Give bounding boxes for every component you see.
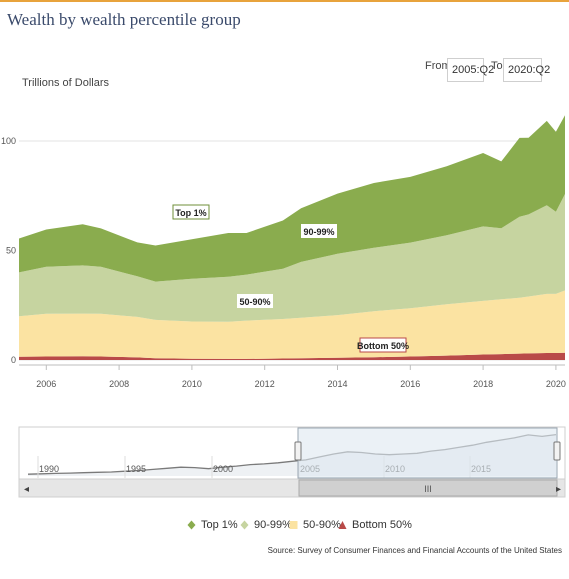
annotation-box-90-99pct	[301, 224, 337, 238]
y-tick-0: 0	[11, 355, 16, 365]
x-tick-2020: 2020	[546, 379, 566, 389]
area-50-90pct[interactable]	[19, 290, 565, 359]
legend-label-50-90pct: 50-90%	[303, 519, 341, 531]
navigator-tick-1990: 1990	[39, 464, 59, 474]
legend-label-bottom-50pct: Bottom 50%	[352, 519, 412, 531]
scrollbar-thumb[interactable]	[298, 479, 558, 497]
legend-label-top-1pct: Top 1%	[201, 519, 238, 531]
legend-item-top-1pct[interactable]: Top 1%	[187, 519, 238, 531]
x-tick-2018: 2018	[473, 379, 493, 389]
annotation-top-1pct: Top 1%	[175, 208, 206, 218]
annotation-bottom-50pct: Bottom 50%	[357, 341, 409, 351]
from-label: From	[425, 60, 451, 72]
y-tick-50: 50	[6, 246, 16, 256]
range-navigator[interactable]: 199019952000200520102015 III ◂ ▸	[0, 420, 569, 500]
navigator-selection[interactable]	[297, 427, 558, 479]
area-top-1pct[interactable]	[19, 115, 565, 282]
annotation-50-90pct: 50-90%	[239, 297, 270, 307]
annotation-box-top-1pct	[172, 204, 210, 220]
area-90-99pct[interactable]	[19, 194, 565, 322]
x-tick-2012: 2012	[255, 379, 275, 389]
source-note: Source: Survey of Consumer Finances and …	[267, 546, 562, 555]
chart-title: Wealth by wealth percentile group	[7, 10, 241, 29]
scroll-right-arrow[interactable]: ▸	[556, 484, 561, 495]
y-tick-labels: 0 50 100	[1, 136, 16, 365]
x-tick-labels: 2006 2008 2010 2012 2014 2016 2018 2020	[36, 365, 566, 389]
legend-label-90-99pct: 90-99%	[254, 519, 292, 531]
legend-item-bottom-50pct[interactable]: Bottom 50%	[338, 519, 412, 531]
annotation-box-bottom-50pct	[359, 337, 407, 353]
x-tick-2008: 2008	[109, 379, 129, 389]
navigator-right-handle[interactable]	[553, 441, 561, 461]
legend-item-90-99pct[interactable]: 90-99%	[240, 519, 292, 531]
y-tick-100: 100	[1, 136, 16, 146]
scrollbar-grip: III	[424, 484, 432, 494]
legend-swatch-bottom-50pct	[338, 521, 347, 529]
chart-legend: Top 1% 90-99% 50-90% Bottom 50%	[0, 519, 569, 537]
to-date-input[interactable]: 2020:Q2	[503, 58, 550, 82]
y-axis-label: Trillions of Dollars	[22, 77, 110, 89]
scroll-left-arrow[interactable]: ◂	[24, 484, 29, 495]
annotation-box-50-90pct	[237, 294, 273, 308]
x-tick-2016: 2016	[400, 379, 420, 389]
navigator-tick-2000: 2000	[213, 464, 233, 474]
annotation-90-99pct: 90-99%	[303, 227, 334, 237]
series-annotations: Top 1% 90-99% 50-90% Bottom 50%	[172, 204, 409, 353]
legend-swatch-50-90pct	[289, 521, 298, 529]
legend-item-50-90pct[interactable]: 50-90%	[289, 519, 341, 531]
to-label: To	[491, 60, 503, 72]
from-date-input[interactable]: 2005:Q2	[447, 58, 494, 82]
navigator-tick-1995: 1995	[126, 464, 146, 474]
legend-swatch-90-99pct	[240, 520, 249, 530]
x-tick-2006: 2006	[36, 379, 56, 389]
stacked-areas	[19, 115, 565, 360]
navigator-left-handle[interactable]	[294, 441, 302, 461]
x-tick-2014: 2014	[327, 379, 347, 389]
top-accent-rule	[0, 0, 569, 2]
x-tick-2010: 2010	[182, 379, 202, 389]
legend-swatch-top-1pct	[187, 520, 196, 530]
